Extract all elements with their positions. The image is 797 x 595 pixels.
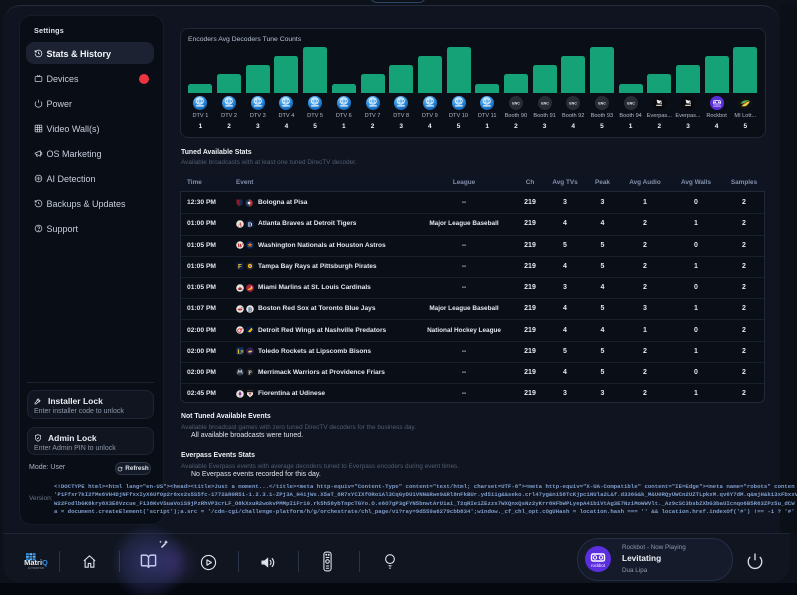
svg-text:ENC: ENC [627,102,635,106]
svg-text:P: P [248,371,252,377]
svg-text:W: W [237,243,244,250]
svg-text:L: L [237,349,242,356]
svg-text:B: B [248,307,252,313]
svg-text:D: D [248,222,253,228]
svg-text:F: F [238,264,242,270]
svg-text:ENC: ENC [541,102,549,106]
svg-text:rockbot: rockbot [713,105,721,108]
svg-text:rockbot: rockbot [591,563,606,568]
svg-text:ENC: ENC [569,102,577,106]
svg-text:A: A [237,221,242,228]
svg-text:ENC: ENC [598,102,606,106]
svg-text:ENC: ENC [512,102,520,106]
